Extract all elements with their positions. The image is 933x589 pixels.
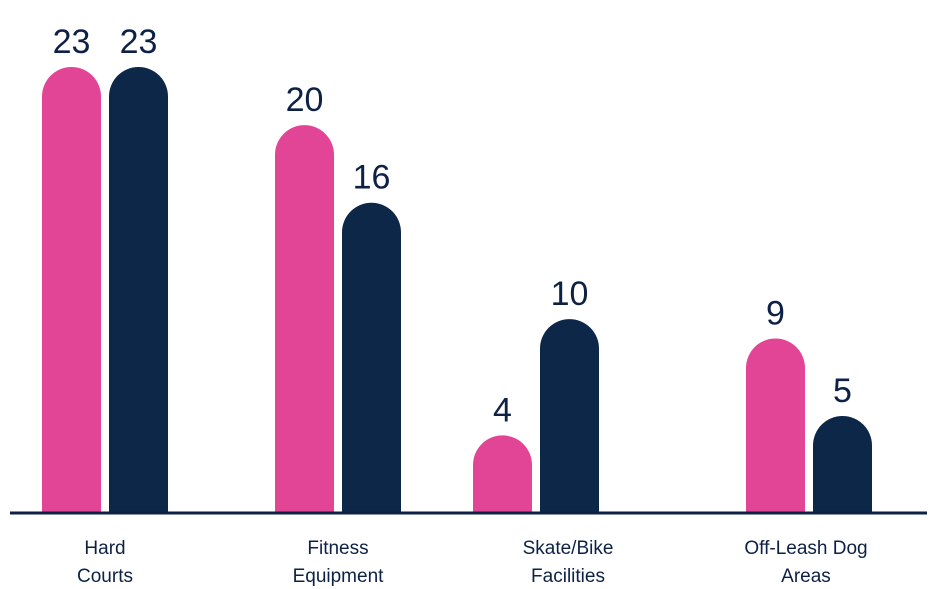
- category-labels-layer: Hard Courts Fitness Equipment Skate/Bike Faci…: [77, 538, 868, 587]
- value-label-2-1: 10: [551, 275, 589, 313]
- category-label-2-line-0: Skate/Bike: [523, 538, 614, 559]
- category-label-1-line-0: Fitness: [307, 538, 368, 559]
- bar-0-0: [42, 67, 101, 513]
- bar-1-0: [275, 125, 334, 513]
- value-labels-layer: 23 23 20 16 4 10 9 5: [53, 23, 852, 429]
- bars-layer: [42, 67, 872, 513]
- category-label-1-line-1: Equipment: [293, 566, 385, 587]
- value-label-2-0: 4: [493, 391, 512, 429]
- bar-3-0: [746, 338, 805, 513]
- category-label-0-line-1: Courts: [77, 566, 133, 587]
- bar-2-1: [540, 319, 599, 513]
- bar-2-0: [472, 435, 532, 513]
- category-label-0-line-0: Hard: [84, 538, 125, 559]
- value-label-1-1: 16: [353, 159, 391, 197]
- value-label-0-0: 23: [53, 23, 91, 61]
- value-label-3-1: 5: [833, 372, 852, 410]
- bar-1-1: [342, 202, 401, 513]
- value-label-0-1: 23: [120, 23, 158, 61]
- category-label-2-line-1: Facilities: [531, 566, 605, 587]
- category-label-3-line-1: Areas: [781, 566, 831, 587]
- bar-0-1: [109, 67, 168, 513]
- value-label-3-0: 9: [766, 294, 785, 332]
- bar-3-1: [813, 416, 872, 513]
- value-label-1-0: 20: [286, 81, 324, 119]
- category-label-3-line-0: Off-Leash Dog: [744, 538, 867, 559]
